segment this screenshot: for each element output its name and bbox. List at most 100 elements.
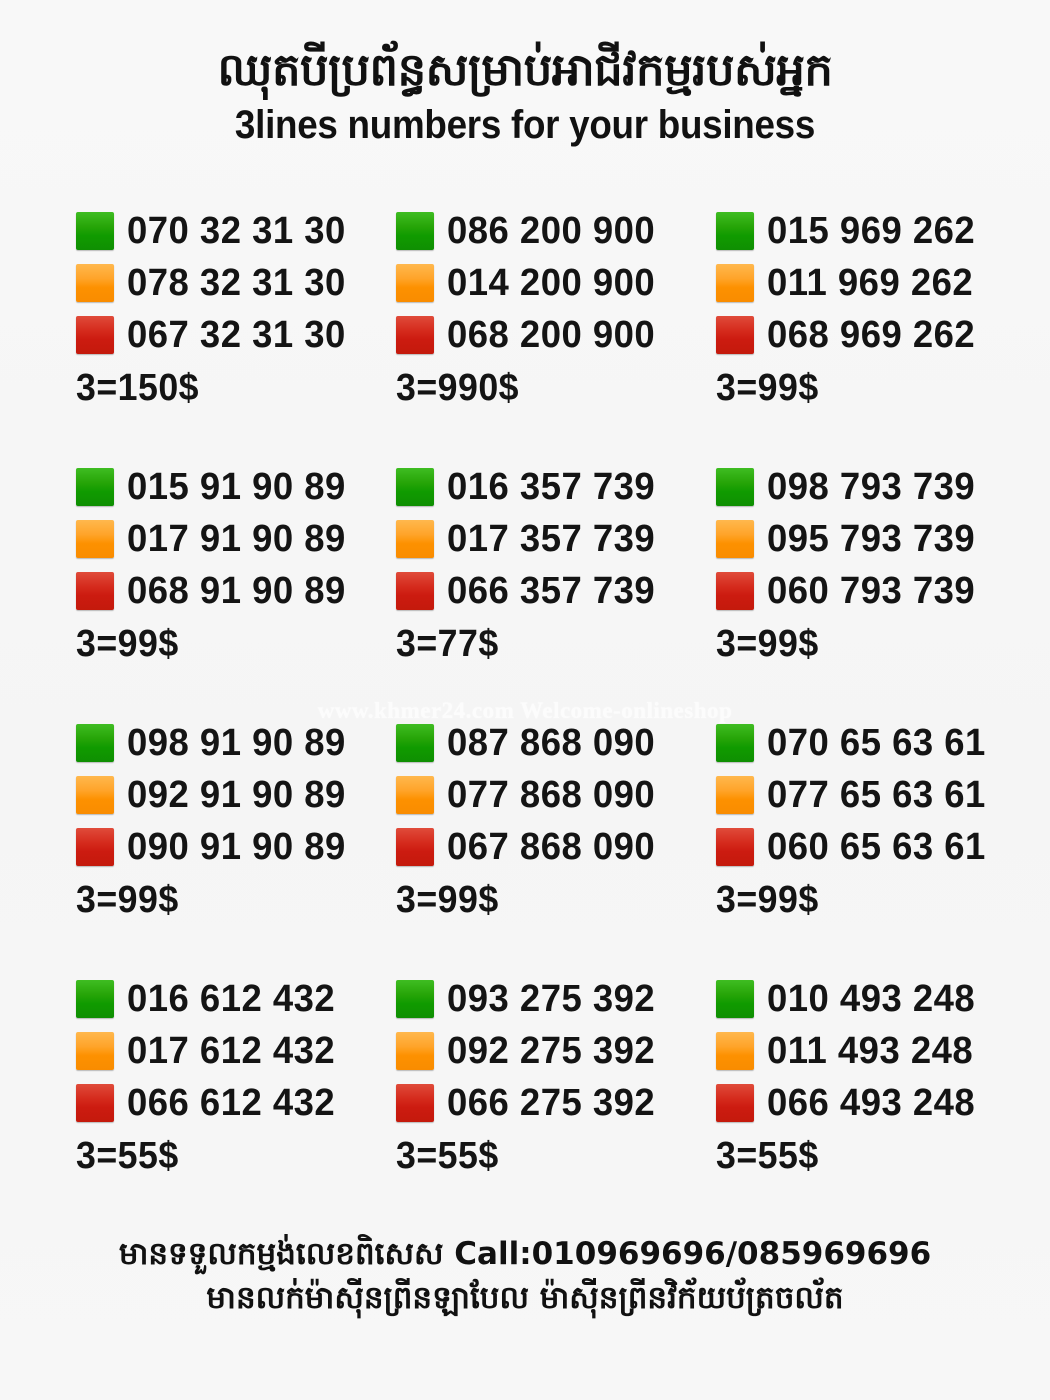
poster-footer: មានទទួលកម្មង់លេខពិសេស Call:010969696/085… — [0, 1232, 1050, 1320]
phone-number-row[interactable]: 067 868 090 — [396, 821, 716, 872]
phone-number-row[interactable]: 066 357 739 — [396, 565, 716, 616]
number-set-card: 087 868 090 077 868 090 067 868 090 3=99$ — [396, 717, 716, 973]
phone-number-row[interactable]: 093 275 392 — [396, 973, 716, 1024]
phone-number-text: 010 493 248 — [767, 977, 976, 1020]
phone-number-text: 011 969 262 — [767, 261, 974, 304]
phone-number-text: 015 969 262 — [767, 209, 976, 252]
phone-number-row[interactable]: 070 65 63 61 — [716, 717, 992, 768]
red-square-icon — [76, 571, 114, 610]
phone-number-row[interactable]: 060 65 63 61 — [716, 821, 992, 872]
phone-number-row[interactable]: 015 91 90 89 — [76, 461, 396, 512]
red-square-icon — [716, 827, 754, 866]
phone-number-row[interactable]: 078 32 31 30 — [76, 257, 396, 308]
phone-number-text: 060 793 739 — [767, 569, 976, 612]
green-square-icon — [396, 723, 434, 762]
phone-number-text: 066 357 739 — [447, 569, 656, 612]
phone-number-row[interactable]: 090 91 90 89 — [76, 821, 396, 872]
phone-number-row[interactable]: 016 612 432 — [76, 973, 396, 1024]
phone-number-text: 092 91 90 89 — [127, 773, 346, 816]
phone-number-row[interactable]: 017 612 432 — [76, 1025, 396, 1076]
green-square-icon — [716, 979, 754, 1018]
phone-number-row[interactable]: 066 612 432 — [76, 1077, 396, 1128]
phone-number-row[interactable]: 017 91 90 89 — [76, 513, 396, 564]
phone-number-text: 011 493 248 — [767, 1029, 974, 1072]
phone-number-text: 016 612 432 — [127, 977, 336, 1020]
phone-number-text: 087 868 090 — [447, 721, 656, 764]
number-set-card: 016 357 739 017 357 739 066 357 739 3=77$ — [396, 461, 716, 717]
phone-number-row[interactable]: 066 275 392 — [396, 1077, 716, 1128]
number-set-card: 086 200 900 014 200 900 068 200 900 3=990$ — [396, 205, 716, 461]
orange-square-icon — [76, 1031, 114, 1070]
phone-number-row[interactable]: 068 91 90 89 — [76, 565, 396, 616]
phone-number-row[interactable]: 017 357 739 — [396, 513, 716, 564]
phone-number-row[interactable]: 077 868 090 — [396, 769, 716, 820]
orange-square-icon — [716, 263, 754, 302]
phone-number-text: 070 65 63 61 — [767, 721, 986, 764]
page-title-khmer: ឈុតបីប្រព័ន្ធសម្រាប់អាជីវកម្មរបស់អ្នក — [217, 43, 833, 96]
footer-services-line: មានលក់ម៉ាស៊ីនព្រីនឡា​បែល ម៉ាស៊ីនព្រីនវិក… — [206, 1280, 844, 1317]
phone-number-row[interactable]: 092 275 392 — [396, 1025, 716, 1076]
phone-number-text: 078 32 31 30 — [127, 261, 346, 304]
phone-number-text: 098 91 90 89 — [127, 721, 346, 764]
green-square-icon — [716, 211, 754, 250]
phone-number-row[interactable]: 060 793 739 — [716, 565, 992, 616]
price-label: 3=99$ — [716, 367, 819, 409]
phone-number-row[interactable]: 077 65 63 61 — [716, 769, 992, 820]
phone-number-text: 060 65 63 61 — [767, 825, 986, 868]
phone-number-row[interactable]: 011 969 262 — [716, 257, 992, 308]
green-square-icon — [396, 211, 434, 250]
phone-number-row[interactable]: 098 91 90 89 — [76, 717, 396, 768]
phone-number-row[interactable]: 092 91 90 89 — [76, 769, 396, 820]
phone-number-row[interactable]: 016 357 739 — [396, 461, 716, 512]
red-square-icon — [76, 315, 114, 354]
phone-number-row[interactable]: 098 793 739 — [716, 461, 992, 512]
price-label: 3=77$ — [396, 623, 499, 665]
price-label: 3=990$ — [396, 367, 520, 409]
price-label: 3=55$ — [396, 1135, 499, 1177]
phone-number-text: 017 612 432 — [127, 1029, 336, 1072]
red-square-icon — [396, 1083, 434, 1122]
number-set-card: 016 612 432 017 612 432 066 612 432 3=55$ — [76, 973, 396, 1229]
phone-number-row[interactable]: 014 200 900 — [396, 257, 716, 308]
orange-square-icon — [716, 519, 754, 558]
orange-square-icon — [716, 1031, 754, 1070]
red-square-icon — [716, 315, 754, 354]
number-set-card: 015 969 262 011 969 262 068 969 262 3=99$ — [716, 205, 992, 461]
phone-number-row[interactable]: 066 493 248 — [716, 1077, 992, 1128]
orange-square-icon — [396, 1031, 434, 1070]
red-square-icon — [76, 1083, 114, 1122]
green-square-icon — [716, 467, 754, 506]
phone-number-row[interactable]: 015 969 262 — [716, 205, 992, 256]
phone-number-row[interactable]: 086 200 900 — [396, 205, 716, 256]
price-label: 3=99$ — [396, 879, 499, 921]
orange-square-icon — [396, 263, 434, 302]
phone-number-row[interactable]: 067 32 31 30 — [76, 309, 396, 360]
phone-number-text: 017 91 90 89 — [127, 517, 346, 560]
price-label: 3=99$ — [76, 623, 179, 665]
phone-number-text: 067 32 31 30 — [127, 313, 346, 356]
phone-number-text: 068 91 90 89 — [127, 569, 346, 612]
red-square-icon — [76, 827, 114, 866]
phone-number-text: 092 275 392 — [447, 1029, 656, 1072]
phone-number-row[interactable]: 011 493 248 — [716, 1025, 992, 1076]
number-set-card: 098 91 90 89 092 91 90 89 090 91 90 89 3=99… — [76, 717, 396, 973]
orange-square-icon — [76, 519, 114, 558]
phone-number-row[interactable]: 095 793 739 — [716, 513, 992, 564]
phone-number-row[interactable]: 068 200 900 — [396, 309, 716, 360]
phone-number-text: 066 275 392 — [447, 1081, 656, 1124]
orange-square-icon — [716, 775, 754, 814]
phone-number-row[interactable]: 010 493 248 — [716, 973, 992, 1024]
phone-number-text: 015 91 90 89 — [127, 465, 346, 508]
phone-number-text: 070 32 31 30 — [127, 209, 346, 252]
page-title-english: 3lines numbers for your business — [234, 103, 816, 148]
phone-number-text: 066 493 248 — [767, 1081, 976, 1124]
phone-number-row[interactable]: 068 969 262 — [716, 309, 992, 360]
green-square-icon — [396, 467, 434, 506]
phone-number-row[interactable]: 070 32 31 30 — [76, 205, 396, 256]
number-set-card: 010 493 248 011 493 248 066 493 248 3=55$ — [716, 973, 992, 1229]
price-label: 3=55$ — [76, 1135, 179, 1177]
phone-number-row[interactable]: 087 868 090 — [396, 717, 716, 768]
orange-square-icon — [396, 775, 434, 814]
green-square-icon — [76, 723, 114, 762]
orange-square-icon — [76, 775, 114, 814]
